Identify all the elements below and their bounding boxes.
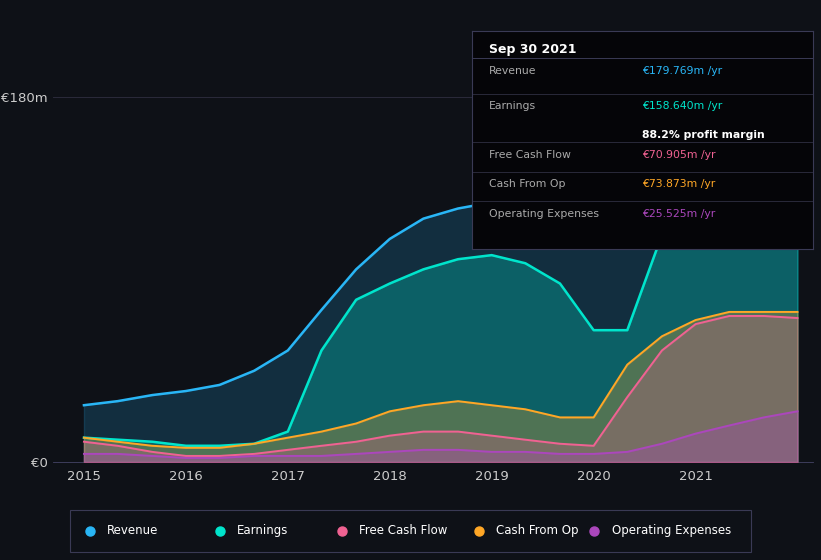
Text: Revenue: Revenue <box>108 524 158 537</box>
Text: Free Cash Flow: Free Cash Flow <box>489 150 571 160</box>
Text: Sep 30 2021: Sep 30 2021 <box>489 43 576 56</box>
Text: Revenue: Revenue <box>489 66 537 76</box>
Text: €70.905m /yr: €70.905m /yr <box>643 150 716 160</box>
Text: €25.525m /yr: €25.525m /yr <box>643 209 716 219</box>
Text: Earnings: Earnings <box>236 524 288 537</box>
Text: Free Cash Flow: Free Cash Flow <box>360 524 447 537</box>
Text: 88.2% profit margin: 88.2% profit margin <box>643 130 765 140</box>
Text: €179.769m /yr: €179.769m /yr <box>643 66 722 76</box>
Text: Operating Expenses: Operating Expenses <box>489 209 599 219</box>
Text: Operating Expenses: Operating Expenses <box>612 524 731 537</box>
Text: Cash From Op: Cash From Op <box>489 179 566 189</box>
Text: Cash From Op: Cash From Op <box>496 524 578 537</box>
Text: €158.640m /yr: €158.640m /yr <box>643 101 722 111</box>
Text: €73.873m /yr: €73.873m /yr <box>643 179 716 189</box>
Text: Earnings: Earnings <box>489 101 536 111</box>
